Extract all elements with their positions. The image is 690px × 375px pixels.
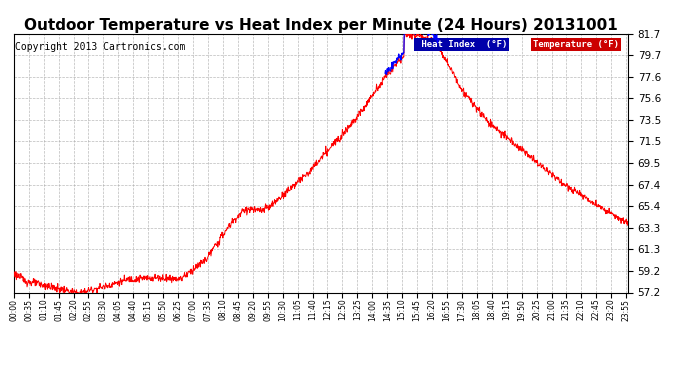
Text: Temperature (°F): Temperature (°F) (533, 40, 619, 49)
Text: Heat Index  (°F): Heat Index (°F) (416, 40, 507, 49)
Text: Copyright 2013 Cartronics.com: Copyright 2013 Cartronics.com (15, 42, 186, 51)
Title: Outdoor Temperature vs Heat Index per Minute (24 Hours) 20131001: Outdoor Temperature vs Heat Index per Mi… (24, 18, 618, 33)
